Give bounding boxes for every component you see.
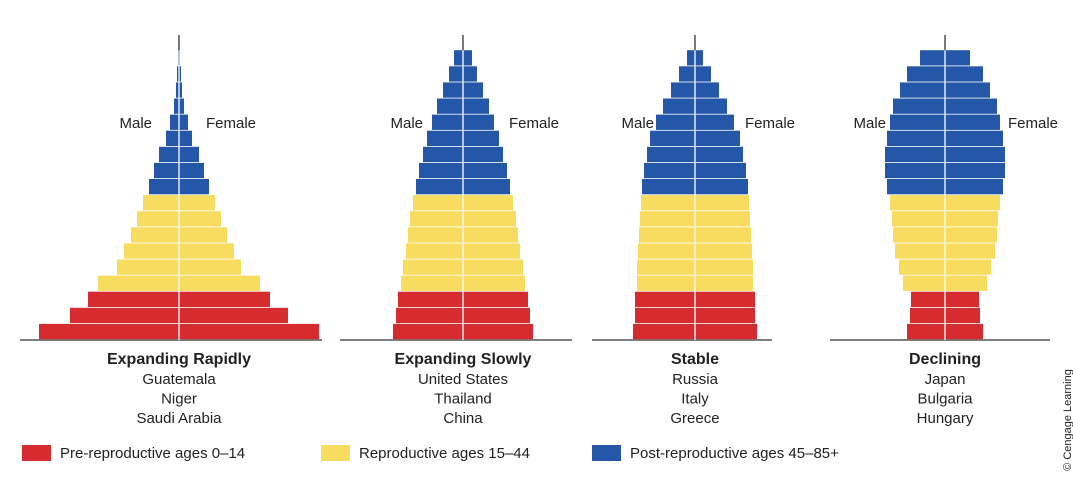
pyramid-title: Expanding Rapidly	[107, 351, 251, 368]
country: Guatemala	[142, 371, 216, 388]
country: United States	[418, 371, 508, 388]
male-label: Male	[853, 115, 886, 132]
country: China	[443, 410, 483, 427]
credit: © Cengage Learning	[1062, 369, 1073, 471]
country: Russia	[672, 371, 719, 388]
country: Niger	[161, 390, 197, 407]
pyramid-title: Expanding Slowly	[395, 351, 532, 368]
country: Greece	[670, 410, 719, 427]
pyramid-title: Declining	[909, 351, 981, 368]
country: Italy	[681, 390, 709, 407]
legend-label: Post-reproductive ages 45–85+	[630, 445, 839, 462]
country: Saudi Arabia	[136, 410, 222, 427]
female-label: Female	[1008, 115, 1058, 132]
male-label: Male	[119, 115, 152, 132]
country: Bulgaria	[917, 390, 973, 407]
legend-swatch	[321, 445, 350, 461]
country: Japan	[925, 371, 966, 388]
country: Hungary	[917, 410, 974, 427]
legend-swatch	[592, 445, 621, 461]
female-label: Female	[206, 115, 256, 132]
male-label: Male	[621, 115, 654, 132]
female-label: Female	[509, 115, 559, 132]
legend-label: Reproductive ages 15–44	[359, 445, 530, 462]
male-label: Male	[390, 115, 423, 132]
female-label: Female	[745, 115, 795, 132]
pyramid-title: Stable	[671, 351, 719, 368]
legend-label: Pre-reproductive ages 0–14	[60, 445, 245, 462]
legend-swatch	[22, 445, 51, 461]
country: Thailand	[434, 390, 492, 407]
